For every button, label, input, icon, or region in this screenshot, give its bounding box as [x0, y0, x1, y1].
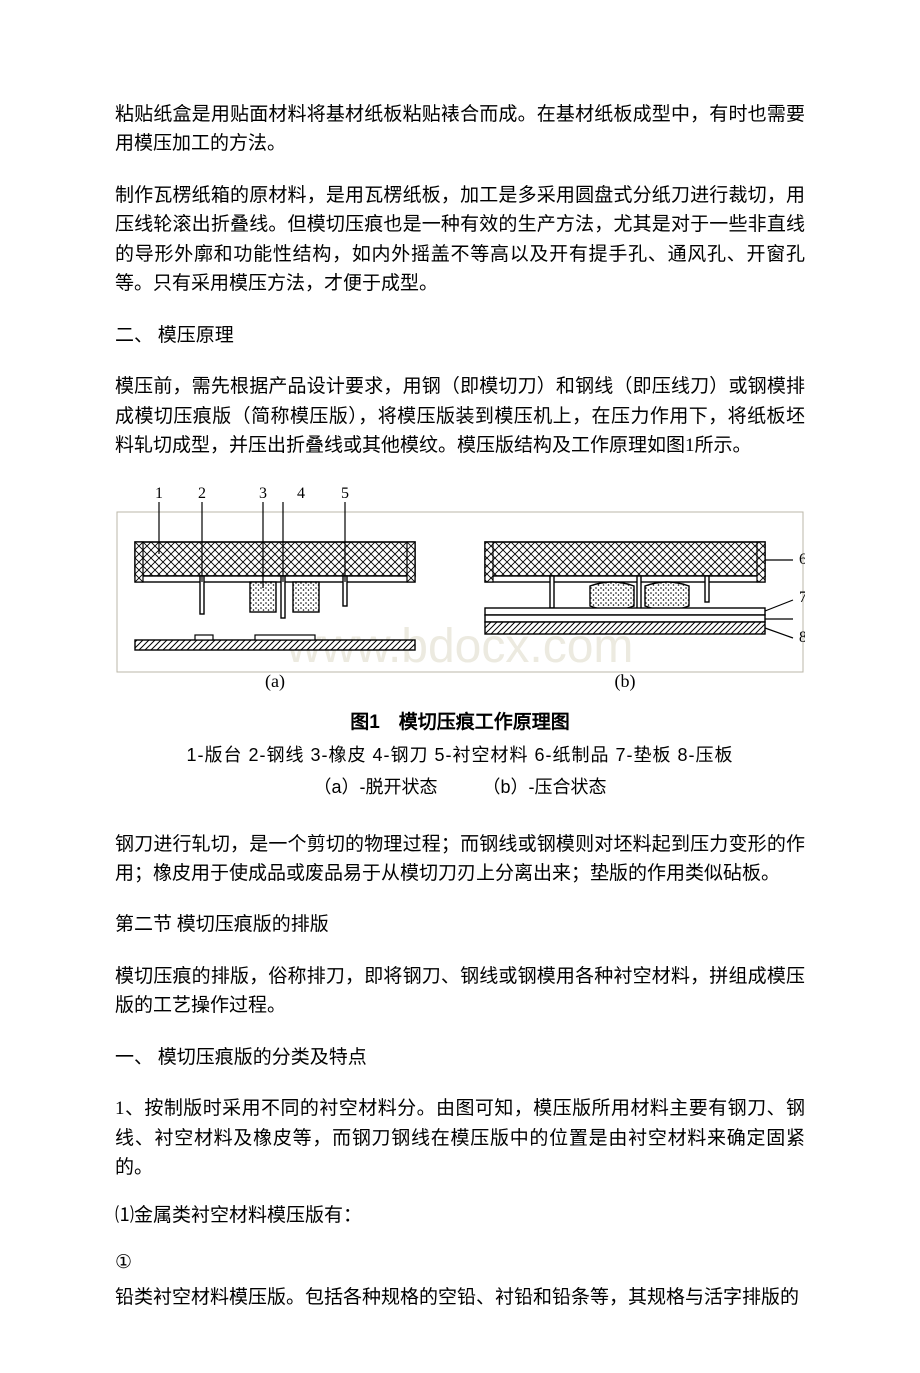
fig-label-3: 3	[259, 485, 267, 502]
fig-label-4: 4	[297, 485, 305, 502]
paragraph-8: 铅类衬空材料模压版。包括各种规格的空铅、衬铅和铅条等，其规格与活字排版的	[115, 1283, 805, 1312]
figure-1-sublegend: （a）-脱开状态 （b）-压合状态	[115, 774, 805, 802]
fig-label-5: 5	[341, 485, 349, 502]
heading-section-2: 第二节 模切压痕版的排版	[115, 910, 805, 939]
fig-label-2: 2	[198, 485, 206, 502]
circled-1-icon: ①	[115, 1252, 132, 1273]
fig-label-1: 1	[155, 485, 163, 502]
paragraph-7: ⑴金属类衬空材料模压版有：	[115, 1201, 805, 1230]
heading-classification: 一、 模切压痕版的分类及特点	[115, 1043, 805, 1072]
figure-1-caption: 图1 模切压痕工作原理图	[115, 708, 805, 737]
subfigure-b-label: (b)	[615, 671, 636, 692]
fig-label-6: 6	[799, 551, 805, 568]
figure-1-legend: 1-版台 2-钢线 3-橡皮 4-钢刀 5-衬空材料 6-纸制品 7-垫板 8-…	[115, 742, 805, 770]
fig-label-8: 8	[799, 629, 805, 646]
heading-moulding-principle: 二、 模压原理	[115, 321, 805, 350]
figure-1: www.bdocx.com	[115, 482, 805, 801]
paragraph-5: 模切压痕的排版，俗称排刀，即将钢刀、钢线或钢模用各种衬空材料，拼组成模压版的工艺…	[115, 962, 805, 1021]
paragraph-1: 粘贴纸盒是用贴面材料将基材纸板粘贴裱合而成。在基材纸板成型中，有时也需要用模压加…	[115, 100, 805, 159]
paragraph-8-number: ①	[115, 1248, 805, 1277]
fig-label-7: 7	[799, 589, 805, 606]
subfigure-a-label: (a)	[265, 671, 285, 692]
paragraph-6: 1、按制版时采用不同的衬空材料分。由图可知，模压版所用材料主要有钢刀、钢线、衬空…	[115, 1094, 805, 1182]
paragraph-3: 模压前，需先根据产品设计要求，用钢（即模切刀）和钢线（即压线刀）或钢模排成模切压…	[115, 372, 805, 460]
paragraph-4: 钢刀进行轧切，是一个剪切的物理过程；而钢线或钢模则对坯料起到压力变形的作用；橡皮…	[115, 830, 805, 889]
figure-1-diagram: www.bdocx.com	[115, 482, 805, 702]
paragraph-2: 制作瓦楞纸箱的原材料，是用瓦楞纸板，加工是多采用圆盘式分纸刀进行裁切，用压线轮滚…	[115, 181, 805, 299]
